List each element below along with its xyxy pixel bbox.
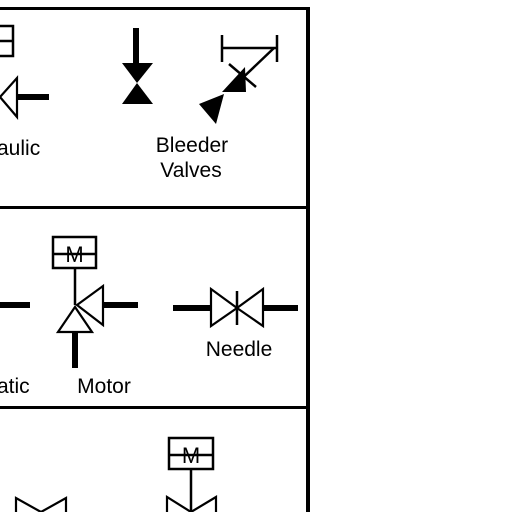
row-divider-1	[0, 206, 310, 209]
row3-motor-valve-symbol: M	[165, 436, 218, 512]
motor-valve-right-pipe	[103, 302, 138, 308]
needle-valve-right-pipe	[263, 305, 298, 311]
hydraulic-pipe	[17, 94, 49, 100]
hydraulic-valve-label: aulic	[0, 137, 40, 160]
bleeder-valve-vertical-stem	[133, 28, 139, 65]
needle-valve-right-triangle	[235, 286, 265, 329]
bleeder-valve-handwheel-bracket	[220, 35, 279, 62]
pneumatic-valve-label: atic	[0, 375, 30, 398]
bleeder-valve-vertical-symbol	[122, 28, 153, 104]
bleeder-valve-angled-lower-triangle	[199, 94, 224, 124]
frame-top-border	[0, 7, 310, 10]
hydraulic-actuator-box	[0, 24, 15, 58]
row3-left-valve-outline	[14, 496, 68, 512]
pneumatic-valve-symbol	[0, 302, 30, 308]
needle-valve-left-triangle	[209, 286, 239, 329]
bleeder-valves-label-line-2: Valves	[160, 159, 221, 182]
needle-valve-left-pipe	[173, 305, 211, 311]
needle-valve-symbol	[173, 286, 298, 329]
row-divider-2	[0, 406, 310, 409]
row3-motor-actuator-letter: M	[182, 443, 200, 468]
bleeder-valve-vertical-upper-triangle	[122, 63, 153, 83]
hydraulic-valve-triangle	[0, 75, 19, 120]
bleeder-valves-label-line-1: Bleeder	[156, 134, 228, 157]
bleeder-valve-angled-symbol	[199, 35, 279, 124]
motor-valve-label: Motor	[77, 375, 131, 398]
needle-valve-label: Needle	[206, 338, 273, 361]
frame-right-border	[306, 7, 310, 512]
pneumatic-pipe	[0, 302, 30, 308]
diagram-frame	[0, 7, 310, 512]
row3-left-valve-symbol	[14, 496, 68, 512]
motor-valve-bottom-pipe	[72, 332, 78, 368]
hydraulic-valve-symbol	[0, 24, 49, 120]
bleeder-valve-angled-upper-triangle	[222, 67, 246, 92]
bleeder-valve-vertical-lower-triangle	[122, 83, 153, 104]
motor-valve-symbol: M	[51, 235, 138, 368]
row3-motor-valve-outline	[165, 495, 218, 512]
motor-actuator-letter: M	[65, 242, 83, 267]
